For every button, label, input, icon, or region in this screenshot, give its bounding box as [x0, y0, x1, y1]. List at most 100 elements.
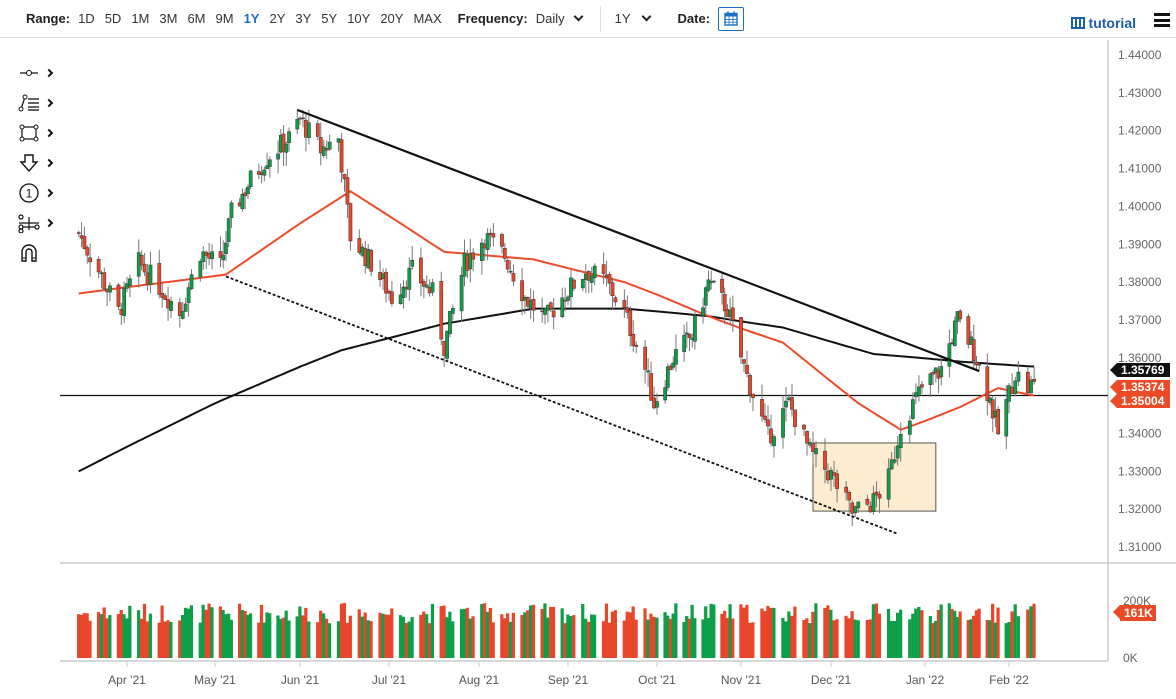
- period-value[interactable]: 1Y: [614, 11, 631, 26]
- x-tick-label: Feb '22: [989, 673, 1029, 687]
- candle: [480, 242, 484, 261]
- candle: [847, 492, 852, 501]
- volume-bar: [298, 606, 302, 658]
- volume-bar: [784, 621, 788, 658]
- volume-bar: [652, 616, 656, 658]
- period-selector[interactable]: 1Y: [614, 11, 651, 26]
- candle: [649, 373, 653, 401]
- candle: [248, 170, 253, 188]
- candle: [301, 117, 305, 120]
- candle: [1004, 399, 1009, 437]
- candle: [318, 137, 323, 154]
- menu-button[interactable]: [1154, 13, 1170, 27]
- candle: [122, 287, 127, 316]
- volume-bar: [224, 614, 228, 658]
- volume-bar: [896, 612, 900, 658]
- volume-bar: [301, 615, 305, 658]
- candle: [342, 173, 347, 180]
- calendar-button[interactable]: [718, 6, 745, 31]
- volume-bar: [886, 608, 891, 658]
- volume-bar: [671, 613, 675, 658]
- candle: [448, 311, 452, 335]
- candle: [88, 257, 92, 263]
- range-option-1d[interactable]: 1D: [78, 11, 95, 26]
- range-option-5d[interactable]: 5D: [104, 11, 122, 26]
- price-chart[interactable]: Apr '21 May '21 Jun '21 Jul '21 Aug '21 Sep '…: [0, 38, 1176, 699]
- volume-bar: [587, 621, 591, 658]
- candle: [622, 300, 627, 308]
- volume-bar: [793, 606, 797, 658]
- y-tick-label: 1.32000: [1118, 502, 1162, 516]
- range-option-1m[interactable]: 1M: [131, 11, 150, 26]
- candle: [229, 202, 234, 218]
- volume-bar: [425, 614, 429, 658]
- volume-bar: [751, 622, 755, 658]
- volume-bar: [543, 603, 547, 658]
- price-tag-red: 1.35374: [1110, 380, 1170, 394]
- candle: [985, 366, 990, 401]
- chevron-down-icon[interactable]: [641, 11, 651, 22]
- volume-bar: [693, 618, 697, 658]
- candle: [421, 281, 426, 287]
- candle: [928, 373, 933, 385]
- candle: [82, 236, 87, 249]
- descending-resistance-trendline[interactable]: [296, 108, 980, 373]
- candle: [931, 372, 935, 375]
- volume-bar: [284, 610, 288, 658]
- arrow-tool[interactable]: [18, 148, 58, 178]
- frequency-value[interactable]: Daily: [535, 11, 565, 26]
- candle: [267, 159, 272, 167]
- candle: [505, 260, 510, 270]
- candle: [160, 292, 165, 298]
- candle: [643, 346, 647, 370]
- range-option-10y[interactable]: 10Y: [347, 11, 371, 26]
- volume-bar: [295, 616, 299, 658]
- volume-bar: [357, 609, 361, 658]
- volume-bar: [593, 614, 597, 658]
- range-option-2y[interactable]: 2Y: [269, 11, 286, 26]
- volume-bar: [920, 610, 924, 658]
- range-option-3y[interactable]: 3Y: [295, 11, 312, 26]
- volume-bar: [934, 620, 938, 658]
- chart-area[interactable]: Apr '21 May '21 Jun '21 Jul '21 Aug '21 Sep '…: [0, 38, 1176, 699]
- range-option-1y[interactable]: 1Y: [243, 11, 260, 26]
- volume-bar: [772, 607, 776, 658]
- volume-bar: [655, 617, 659, 658]
- volume-bar: [99, 614, 103, 658]
- volume-bar: [88, 620, 92, 658]
- numbered-marker-tool[interactable]: 1: [18, 178, 58, 208]
- candle: [772, 436, 776, 447]
- candle: [471, 252, 476, 260]
- range-option-3m[interactable]: 3M: [159, 11, 178, 26]
- volume-bar: [549, 606, 553, 658]
- rectangle-tool[interactable]: [18, 118, 58, 148]
- candle: [186, 287, 191, 303]
- range-option-5y[interactable]: 5Y: [321, 11, 338, 26]
- frequency-selector[interactable]: Frequency: Daily: [458, 11, 584, 26]
- volume-bar: [871, 604, 875, 658]
- candle: [357, 238, 362, 253]
- fibonacci-tool[interactable]: [18, 88, 58, 118]
- range-option-6m[interactable]: 6M: [187, 11, 206, 26]
- candle: [974, 361, 979, 366]
- chevron-down-icon[interactable]: [573, 11, 584, 22]
- candle: [459, 274, 464, 312]
- volume-bar: [506, 613, 510, 658]
- range-option-9m[interactable]: 9M: [215, 11, 234, 26]
- measure-tool[interactable]: [18, 208, 58, 238]
- magnet-tool[interactable]: [18, 238, 58, 268]
- volume-bar: [551, 606, 556, 658]
- volume-bar: [257, 622, 261, 658]
- tutorial-link[interactable]: tutorial: [1070, 15, 1136, 31]
- x-tick-label: May '21: [194, 673, 236, 687]
- range-option-20y[interactable]: 20Y: [380, 11, 404, 26]
- candle: [856, 501, 861, 509]
- range-option-max[interactable]: MAX: [413, 11, 442, 26]
- candle: [85, 247, 90, 256]
- x-tick-label: Jun '21: [281, 673, 320, 687]
- volume-bar: [259, 604, 264, 658]
- line-tool[interactable]: [18, 58, 58, 88]
- candle: [390, 291, 394, 304]
- volume-bar: [105, 618, 109, 658]
- candle: [572, 279, 576, 289]
